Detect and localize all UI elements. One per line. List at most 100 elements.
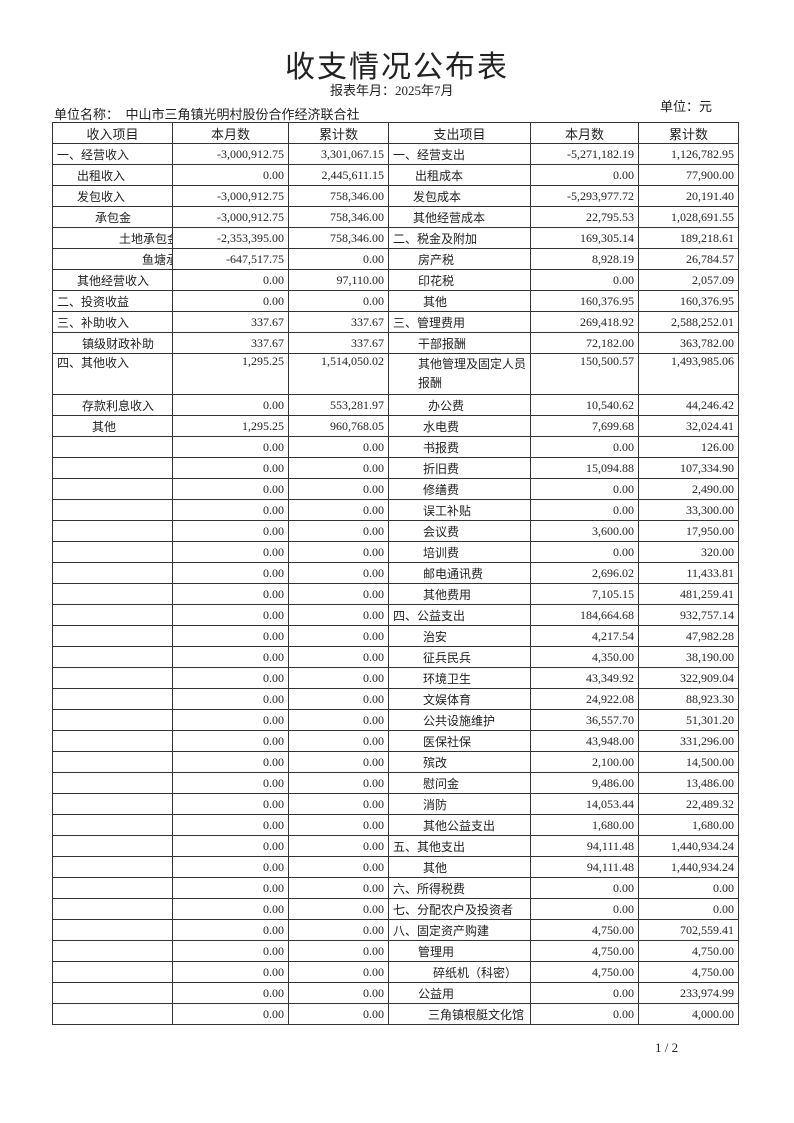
amount-cell: 0.00	[172, 562, 289, 584]
amount-cell: 0.00	[172, 667, 289, 689]
table-row: 0.00 0.00 征兵民兵 4,350.00 38,190.00	[52, 646, 739, 668]
item-cell	[52, 898, 173, 920]
table-row: 0.00 0.00 邮电通讯费 2,696.02 11,433.81	[52, 562, 739, 584]
table-row: 0.00 0.00 会议费 3,600.00 17,950.00	[52, 520, 739, 542]
amount-cell: 0.00	[288, 646, 389, 668]
table-row: 其他经营收入 0.00 97,110.00 印花税 0.00 2,057.09	[52, 269, 739, 291]
amount-cell: 1,295.25	[172, 415, 289, 437]
amount-cell: 0.00	[288, 856, 389, 878]
amount-cell: 0.00	[172, 625, 289, 647]
item-cell: 医保社保	[388, 730, 531, 752]
amount-cell: -647,517.75	[172, 248, 289, 270]
amount-cell: 363,782.00	[638, 332, 739, 354]
amount-cell: 233,974.99	[638, 982, 739, 1004]
item-cell	[52, 688, 173, 710]
item-cell: 其他	[388, 856, 531, 878]
amount-cell: 0.00	[288, 814, 389, 836]
amount-cell: 0.00	[288, 436, 389, 458]
amount-cell: 337.67	[172, 332, 289, 354]
amount-cell: 0.00	[530, 436, 639, 458]
amount-cell: 0.00	[288, 562, 389, 584]
amount-cell: 1,295.25	[172, 353, 289, 395]
amount-cell: 0.00	[172, 940, 289, 962]
amount-cell: 88,923.30	[638, 688, 739, 710]
table-row: 土地承包金-2,353,395.00758,346.00二、税金及附加169,3…	[52, 227, 739, 249]
amount-cell: 0.00	[530, 164, 639, 186]
amount-cell: 0.00	[172, 290, 289, 312]
amount-cell: 0.00	[288, 898, 389, 920]
item-cell	[52, 478, 173, 500]
column-header: 累计数	[638, 122, 739, 144]
item-cell: 征兵民兵	[388, 646, 531, 668]
amount-cell: 47,982.28	[638, 625, 739, 647]
table-row: 0.00 0.00 三角镇根艇文化馆 0.00 4,000.00	[52, 1003, 739, 1025]
item-cell	[52, 667, 173, 689]
item-cell: 八、固定资产购建	[388, 919, 531, 941]
item-cell: 镇级财政补助	[52, 332, 173, 354]
table-row: 0.00 0.00 慰问金 9,486.00 13,486.00	[52, 772, 739, 794]
amount-cell: 43,948.00	[530, 730, 639, 752]
item-cell: 其他	[388, 290, 531, 312]
amount-cell: 758,346.00	[288, 206, 389, 228]
amount-cell: 13,486.00	[638, 772, 739, 794]
table-row: 0.00 0.00 七、分配农户及投资者 0.00 0.00	[52, 898, 739, 920]
amount-cell: 17,950.00	[638, 520, 739, 542]
table-row: 出租收入 0.00 2,445,611.15 出租成本 0.00 77,900.00	[52, 164, 739, 186]
amount-cell: 0.00	[172, 688, 289, 710]
amount-cell: -5,271,182.19	[530, 143, 639, 165]
table-row: 0.00 0.00 管理用 4,750.00 4,750.00	[52, 940, 739, 962]
amount-cell: 0.00	[288, 961, 389, 983]
table-row: 0.00 0.00 五、其他支出 94,111.48 1,440,934.24	[52, 835, 739, 857]
amount-cell: 0.00	[172, 436, 289, 458]
amount-cell: 0.00	[288, 625, 389, 647]
amount-cell: 4,750.00	[530, 919, 639, 941]
amount-cell: 184,664.68	[530, 604, 639, 626]
amount-cell: 337.67	[288, 332, 389, 354]
item-cell: 修缮费	[388, 478, 531, 500]
amount-cell: 189,218.61	[638, 227, 739, 249]
amount-cell: 0.00	[288, 793, 389, 815]
amount-cell: 0.00	[288, 877, 389, 899]
item-cell: 其他管理及固定人员报酬	[388, 353, 531, 395]
amount-cell: -3,000,912.75	[172, 185, 289, 207]
amount-cell: 126.00	[638, 436, 739, 458]
amount-cell: 4,350.00	[530, 646, 639, 668]
amount-cell: 4,217.54	[530, 625, 639, 647]
amount-cell: 0.00	[172, 541, 289, 563]
item-cell	[52, 940, 173, 962]
amount-cell: 0.00	[638, 898, 739, 920]
amount-cell: 0.00	[288, 499, 389, 521]
amount-cell: 0.00	[172, 269, 289, 291]
item-cell	[52, 961, 173, 983]
item-cell: 其他	[52, 415, 173, 437]
amount-cell: 0.00	[288, 667, 389, 689]
item-cell: 鱼塘承包金	[52, 248, 173, 270]
amount-cell: 0.00	[530, 269, 639, 291]
table-row: 0.00 0.00 书报费 0.00 126.00	[52, 436, 739, 458]
item-cell: 慰问金	[388, 772, 531, 794]
table-row: 0.00 0.00 误工补贴 0.00 33,300.00	[52, 499, 739, 521]
item-cell: 管理用	[388, 940, 531, 962]
table-row: 0.00 0.00 公益用 0.00 233,974.99	[52, 982, 739, 1004]
item-cell: 会议费	[388, 520, 531, 542]
amount-cell: 553,281.97	[288, 394, 389, 416]
amount-cell: 1,126,782.95	[638, 143, 739, 165]
amount-cell: 2,100.00	[530, 751, 639, 773]
amount-cell: 107,334.90	[638, 457, 739, 479]
title: 收支情况公布表	[285, 51, 509, 84]
amount-cell: 0.00	[172, 814, 289, 836]
item-cell: 消防	[388, 793, 531, 815]
amount-cell: 0.00	[172, 646, 289, 668]
amount-cell: 3,301,067.15	[288, 143, 389, 165]
table-row: 二、投资收益 0.00 0.00 其他 160,376.95 160,376.95	[52, 290, 739, 312]
item-cell	[52, 625, 173, 647]
amount-cell: 0.00	[172, 499, 289, 521]
amount-cell: 1,680.00	[530, 814, 639, 836]
amount-cell: 0.00	[288, 290, 389, 312]
amount-cell: 337.67	[288, 311, 389, 333]
amount-cell: 481,259.41	[638, 583, 739, 605]
item-cell	[52, 856, 173, 878]
amount-cell: 0.00	[530, 478, 639, 500]
amount-cell: 0.00	[288, 583, 389, 605]
